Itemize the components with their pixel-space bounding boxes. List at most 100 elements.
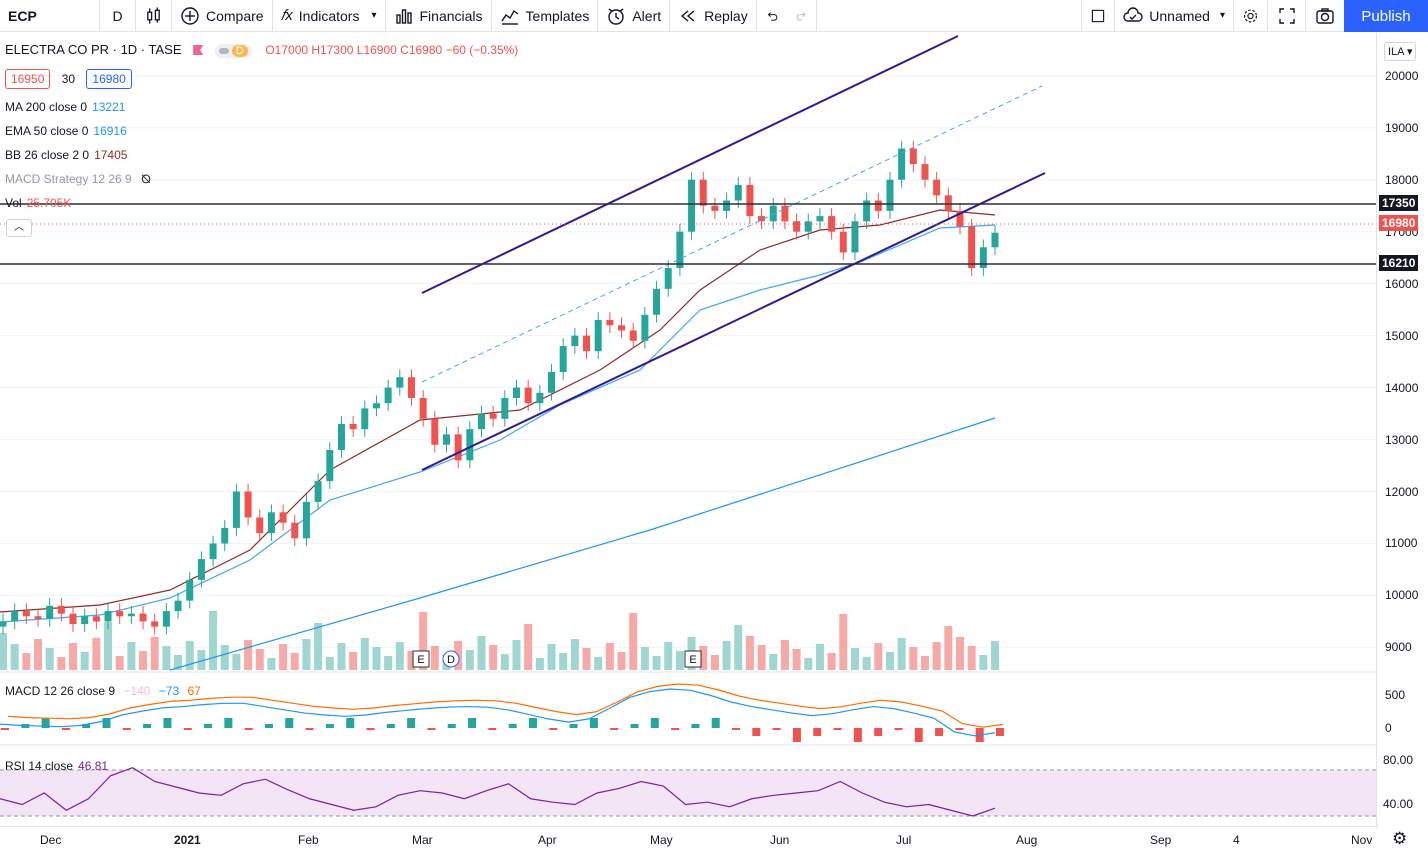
- candle: [944, 187, 952, 219]
- chevron-down-icon[interactable]: ▾: [371, 10, 377, 21]
- volume-bar: [477, 636, 486, 670]
- templates-button[interactable]: Templates: [492, 0, 599, 32]
- volume-bar: [909, 647, 918, 670]
- volume-bar: [944, 626, 953, 670]
- interval-button[interactable]: D: [100, 0, 136, 32]
- candle-body: [477, 413, 485, 430]
- redo-button[interactable]: [787, 0, 817, 32]
- settings-button[interactable]: [1234, 0, 1268, 32]
- eye-crossed-icon[interactable]: ⦰: [141, 172, 151, 186]
- currency-selector[interactable]: ILA ▾: [1384, 42, 1417, 61]
- time-tick-label: Feb: [298, 833, 319, 847]
- candle: [898, 140, 906, 188]
- candle: [956, 203, 964, 235]
- bb-legend[interactable]: BB 26 close 2 0 17405: [5, 148, 127, 162]
- volume-bar: [162, 646, 171, 670]
- ask-price[interactable]: 16980: [86, 69, 132, 89]
- symbol-search-button[interactable]: ECP: [0, 0, 100, 32]
- volume-legend[interactable]: Vol 25.705K: [5, 196, 71, 210]
- time-axis[interactable]: Dec 2021 Feb Mar Apr May Jun Jul Aug Sep 4 Nov: [0, 826, 1376, 855]
- volume-bar: [150, 637, 159, 670]
- redo-icon: [796, 11, 806, 20]
- volume-bar: [209, 611, 218, 670]
- publish-button[interactable]: Publish: [1344, 0, 1428, 32]
- price-label-lower-line[interactable]: 16210: [1379, 255, 1419, 271]
- rsi-legend[interactable]: RSI 14 close 46.81: [5, 759, 108, 773]
- volume-bar: [10, 644, 19, 670]
- candle: [909, 140, 917, 172]
- macd-histogram-bar: [224, 718, 233, 728]
- candle-body: [921, 164, 929, 180]
- candle-body: [769, 205, 777, 222]
- bid-price[interactable]: 16950: [5, 69, 51, 89]
- layout-save-button[interactable]: Unnamed ▾: [1115, 0, 1234, 32]
- volume-bar: [232, 654, 241, 670]
- candle-body: [793, 221, 801, 232]
- earnings-marker: D: [442, 650, 460, 668]
- ma-legend[interactable]: MA 200 close 0 13221: [5, 100, 125, 114]
- candle: [769, 197, 777, 230]
- replay-label: Replay: [704, 7, 748, 24]
- candle: [372, 395, 380, 417]
- candle-body: [291, 522, 299, 539]
- gear-icon[interactable]: ⚙: [1392, 829, 1408, 848]
- candle-body: [956, 210, 964, 227]
- flag-icon[interactable]: [193, 45, 204, 55]
- volume-bar: [640, 647, 649, 670]
- replay-button[interactable]: Replay: [670, 0, 757, 32]
- candle-body: [174, 600, 182, 612]
- macd-strategy-legend[interactable]: MACD Strategy 12 26 9 ⦰: [5, 172, 151, 186]
- candle: [314, 473, 322, 510]
- chart-type-button[interactable]: [136, 0, 172, 32]
- price-chart-canvas[interactable]: E D E: [0, 33, 1376, 826]
- candle-body: [629, 330, 637, 341]
- candle: [232, 483, 240, 536]
- candle: [419, 390, 427, 427]
- volume-bar: [139, 651, 148, 670]
- compare-button[interactable]: Compare: [172, 0, 273, 32]
- candle: [209, 535, 217, 567]
- candle: [407, 369, 415, 406]
- volume-bar: [617, 652, 626, 670]
- macd-legend[interactable]: MACD 12 26 close 9 −140 −73 67: [5, 684, 201, 698]
- candle: [524, 379, 532, 411]
- candle: [221, 520, 229, 552]
- volume-bar: [582, 648, 591, 670]
- marker-label: E: [689, 654, 696, 666]
- candle-body: [851, 221, 859, 253]
- candle-body: [279, 512, 287, 523]
- fullscreen-layout-button[interactable]: [1081, 0, 1116, 32]
- rewind-icon: [681, 9, 695, 22]
- macd-histogram-bar: [549, 728, 558, 730]
- price-label-upper-line[interactable]: 17350: [1379, 195, 1419, 211]
- chevron-down-icon[interactable]: ▾: [1219, 10, 1225, 21]
- bb-label: BB 26 close 2 0: [5, 148, 90, 162]
- price-label-last[interactable]: 16980: [1379, 215, 1419, 231]
- candle: [442, 426, 450, 453]
- candle-body: [337, 423, 345, 450]
- ema50-line: [0, 224, 996, 623]
- volume-bar: [0, 633, 7, 670]
- candle: [979, 239, 987, 276]
- collapse-legend-button[interactable]: ︿: [6, 219, 32, 237]
- price-axis[interactable]: 20000 19000 18000 17000 16000 15000 14000 13000…: [1376, 33, 1428, 828]
- mid-channel-line: [421, 85, 1043, 383]
- fullscreen-button[interactable]: [1268, 0, 1306, 32]
- macd-tick-label: 500: [1385, 688, 1406, 702]
- alert-button[interactable]: Alert: [598, 0, 671, 32]
- volume-bar: [92, 638, 101, 670]
- macd-histogram-bar: [122, 728, 131, 730]
- candle: [571, 327, 579, 354]
- ema-legend[interactable]: EMA 50 close 0 16916: [5, 124, 127, 138]
- snapshot-button[interactable]: [1306, 0, 1344, 32]
- time-tick-label: May: [650, 833, 673, 847]
- rsi-label: RSI 14 close: [5, 759, 74, 773]
- volume-bar: [174, 655, 183, 670]
- undo-button[interactable]: [757, 0, 787, 32]
- indicators-button[interactable]: 𝑓x Indicators ▾: [273, 0, 386, 32]
- marker-label: E: [417, 654, 424, 666]
- volume-bar: [535, 658, 544, 670]
- candle-body: [828, 216, 836, 232]
- volume-bar: [967, 646, 976, 670]
- financials-button[interactable]: Financials: [386, 0, 492, 32]
